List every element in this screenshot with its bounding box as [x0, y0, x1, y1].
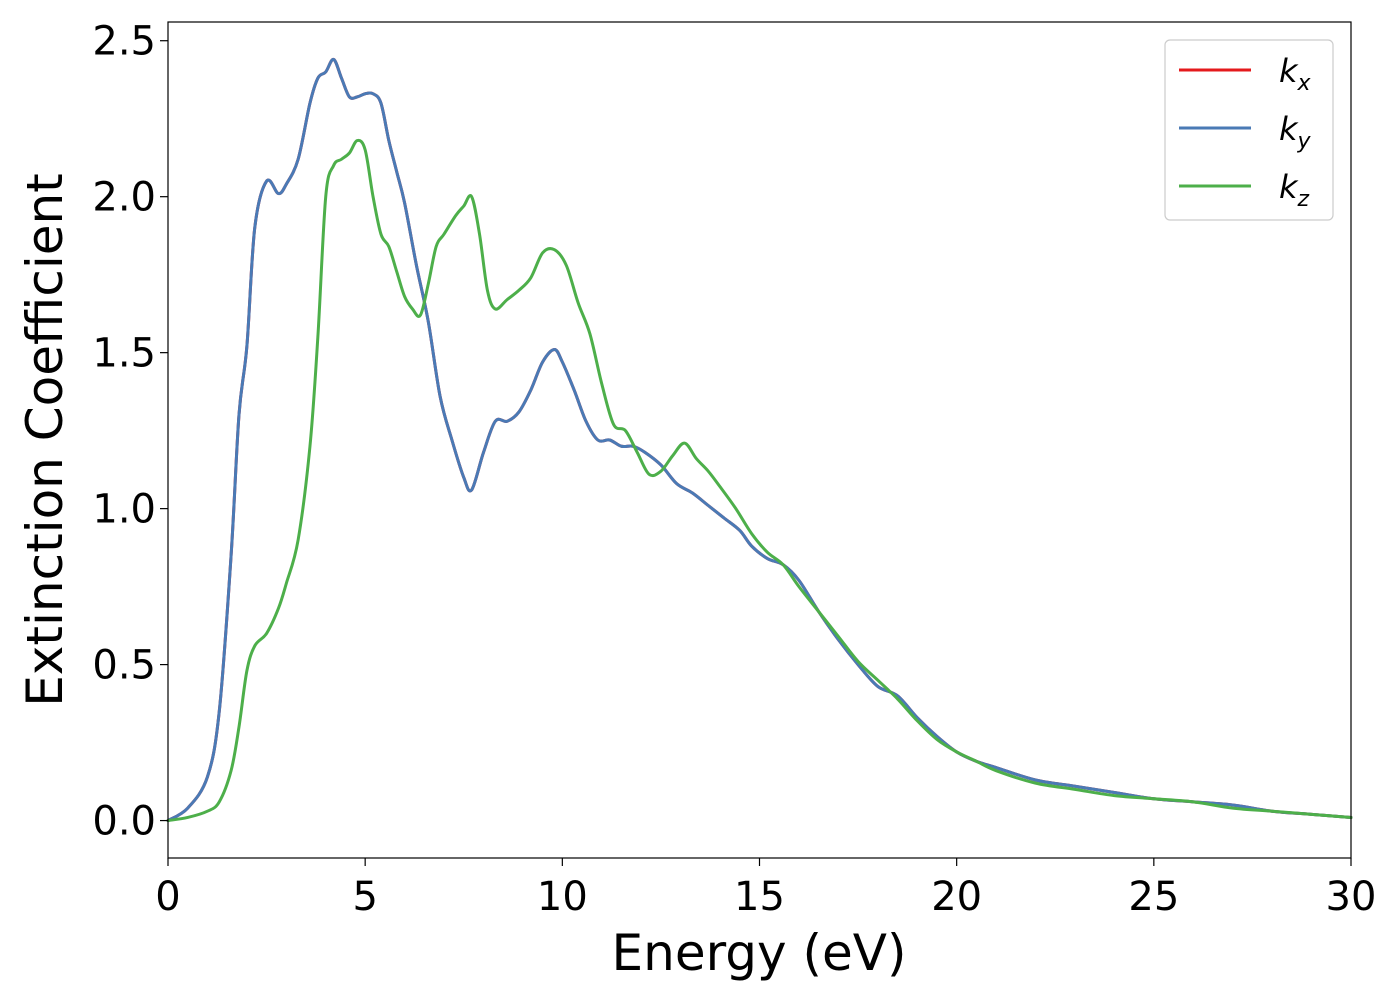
y-tick-label: 1.0 [92, 487, 156, 533]
x-axis-title: Energy (eV) [612, 924, 907, 982]
x-tick-label: 15 [734, 874, 785, 920]
series-line-ky [166, 57, 1353, 823]
x-tick-label: 30 [1326, 874, 1377, 920]
y-tick-label: 2.0 [92, 175, 156, 221]
x-tick-label: 20 [931, 874, 982, 920]
plot-background [168, 22, 1351, 858]
y-tick-label: 0.5 [92, 643, 156, 689]
x-tick-label: 10 [537, 874, 588, 920]
x-tick-label: 25 [1128, 874, 1179, 920]
series-layer [166, 57, 1353, 823]
legend-box [1164, 39, 1334, 221]
y-tick-label: 1.5 [92, 331, 156, 377]
y-axis-title: Extinction Coefficient [16, 173, 74, 707]
series-line-kz [166, 138, 1353, 823]
y-tick-label: 0.0 [92, 799, 156, 845]
y-axis: 0.0 0.5 1.0 1.5 2.0 2.5 [92, 19, 168, 845]
y-tick-label: 2.5 [92, 19, 156, 65]
x-tick-label: 0 [155, 874, 180, 920]
x-axis: 0 5 10 15 20 25 30 [155, 858, 1376, 920]
x-tick-label: 5 [352, 874, 377, 920]
